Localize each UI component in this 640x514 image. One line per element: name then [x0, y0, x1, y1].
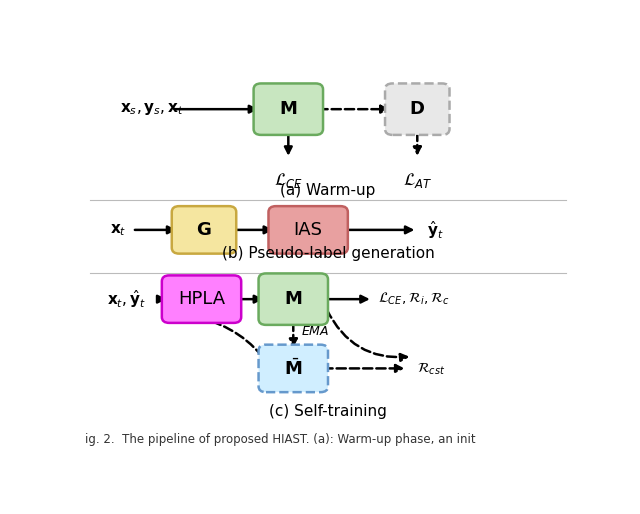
Text: (b) Pseudo-label generation: (b) Pseudo-label generation [221, 246, 435, 261]
Text: (c) Self-training: (c) Self-training [269, 405, 387, 419]
Text: $\mathbf{M}$: $\mathbf{M}$ [279, 100, 298, 118]
Text: $\mathcal{L}_{CE},\mathcal{R}_i,\mathcal{R}_c$: $\mathcal{L}_{CE},\mathcal{R}_i,\mathcal… [378, 291, 449, 307]
FancyBboxPatch shape [269, 206, 348, 253]
Text: $\mathbf{x}_s,\mathbf{y}_s,\mathbf{x}_t$: $\mathbf{x}_s,\mathbf{y}_s,\mathbf{x}_t$ [120, 101, 184, 117]
Text: (a) Warm-up: (a) Warm-up [280, 183, 376, 198]
Text: HPLA: HPLA [178, 290, 225, 308]
Text: $\mathcal{L}_{AT}$: $\mathcal{L}_{AT}$ [403, 171, 432, 190]
Text: $\mathcal{R}_{cst}$: $\mathcal{R}_{cst}$ [417, 360, 446, 377]
Text: $\mathcal{L}_{CE}$: $\mathcal{L}_{CE}$ [274, 171, 303, 190]
Text: IAS: IAS [294, 221, 323, 239]
FancyBboxPatch shape [385, 83, 449, 135]
FancyBboxPatch shape [259, 273, 328, 325]
Text: $\mathbf{D}$: $\mathbf{D}$ [410, 100, 426, 118]
Text: $\mathbf{G}$: $\mathbf{G}$ [196, 221, 212, 239]
Text: $\mathbf{x}_t, \hat{\mathbf{y}}_t$: $\mathbf{x}_t, \hat{\mathbf{y}}_t$ [108, 288, 147, 310]
Text: $\mathbf{M}$: $\mathbf{M}$ [284, 290, 303, 308]
FancyBboxPatch shape [172, 206, 236, 253]
Text: $EMA$: $EMA$ [301, 325, 330, 338]
Text: ig. 2.  The pipeline of proposed HIAST. (a): Warm-up phase, an init: ig. 2. The pipeline of proposed HIAST. (… [85, 433, 476, 446]
Text: $\mathbf{x}_t$: $\mathbf{x}_t$ [110, 222, 126, 238]
Text: $\bar{\mathbf{M}}$: $\bar{\mathbf{M}}$ [284, 358, 303, 379]
FancyBboxPatch shape [259, 345, 328, 392]
Text: $\hat{\mathbf{y}}_t$: $\hat{\mathbf{y}}_t$ [428, 219, 444, 241]
FancyBboxPatch shape [162, 276, 241, 323]
FancyBboxPatch shape [253, 83, 323, 135]
